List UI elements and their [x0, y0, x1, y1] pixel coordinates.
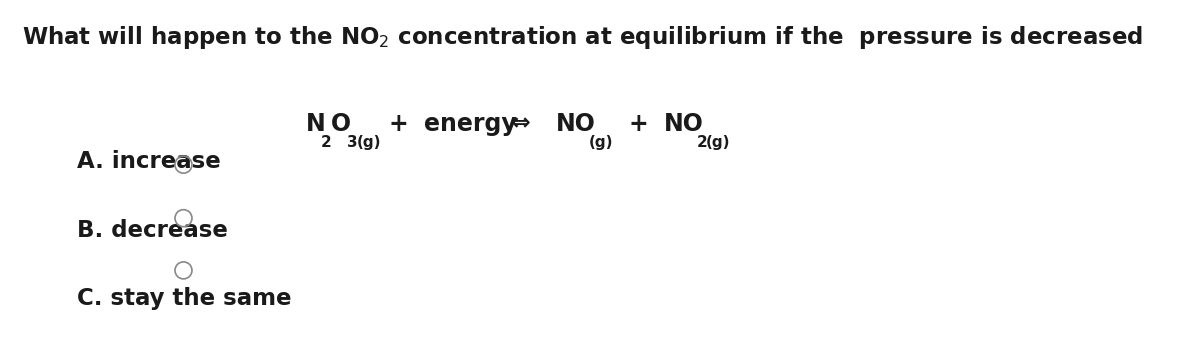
- Text: energy: energy: [425, 112, 517, 136]
- Text: 3: 3: [348, 135, 358, 150]
- Text: (g): (g): [589, 135, 613, 150]
- Text: +: +: [389, 112, 408, 136]
- Text: (g): (g): [707, 135, 731, 150]
- Text: B. decrease: B. decrease: [77, 219, 228, 242]
- Text: (g): (g): [358, 135, 382, 150]
- Text: +: +: [629, 112, 648, 136]
- Text: 2: 2: [697, 135, 707, 150]
- Text: NO: NO: [557, 112, 596, 136]
- Text: A. increase: A. increase: [77, 149, 221, 173]
- Text: C. stay the same: C. stay the same: [77, 287, 292, 310]
- Text: NO: NO: [665, 112, 704, 136]
- Text: What will happen to the NO$_2$ concentration at equilibrium if the  pressure is : What will happen to the NO$_2$ concentra…: [22, 24, 1142, 51]
- Text: 2: 2: [322, 135, 331, 150]
- Text: O: O: [331, 112, 352, 136]
- Text: N: N: [306, 112, 325, 136]
- Text: ⇔: ⇔: [511, 112, 530, 136]
